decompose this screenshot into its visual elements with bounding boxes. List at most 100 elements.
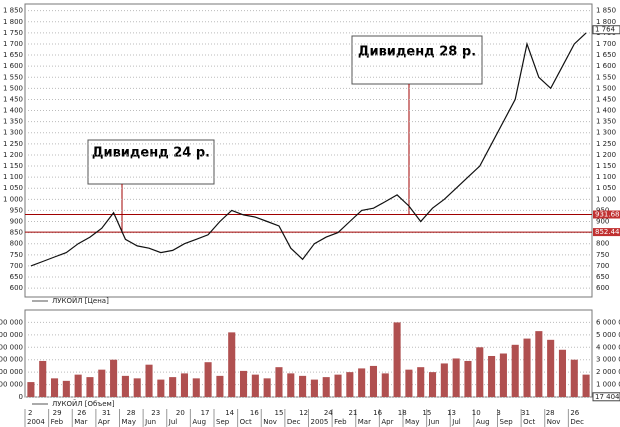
last-value-label: 17 404 xyxy=(595,393,620,401)
y-tick-label: 1 850 xyxy=(596,7,616,15)
y-tick-label: 5 000 000 xyxy=(596,331,620,339)
y-tick-label: 750 xyxy=(596,251,609,259)
y-tick-label: 750 xyxy=(10,251,23,259)
y-tick-label: 1 300 xyxy=(3,129,23,137)
y-tick-label: 1 500 xyxy=(596,84,616,92)
y-tick-label: 3 000 000 xyxy=(0,356,23,364)
y-tick-label: 1 800 xyxy=(3,18,23,26)
y-tick-label: 900 xyxy=(10,218,23,226)
y-tick-label: 1 250 xyxy=(596,140,616,148)
volume-bar xyxy=(346,372,354,397)
x-month-label: Mar xyxy=(358,418,371,426)
volume-bar xyxy=(369,365,378,397)
x-day-label: 26 xyxy=(77,409,86,417)
annotation: Дивиденд 24 р. xyxy=(92,146,210,161)
volume-bar xyxy=(74,374,82,397)
y-tick-label: 700 xyxy=(10,262,23,270)
x-month-label: Apr xyxy=(381,418,393,426)
volume-bar xyxy=(110,359,118,397)
volume-bar xyxy=(547,339,555,397)
volume-bar xyxy=(381,373,389,397)
x-month-label: Mar xyxy=(74,418,87,426)
x-month-label: Sep xyxy=(216,418,230,426)
y-tick-label: 1 000 xyxy=(596,195,616,203)
y-tick-label: 1 700 xyxy=(3,40,23,48)
y-tick-label: 950 xyxy=(596,206,609,214)
annotation: Дивиденд 28 р. xyxy=(358,45,476,60)
volume-bar xyxy=(417,367,425,397)
y-tick-label: 4 000 000 xyxy=(0,343,23,351)
x-day-label: 31 xyxy=(102,409,111,417)
x-day-label: 2 xyxy=(28,409,32,417)
y-tick-label: 5 000 000 xyxy=(0,331,23,339)
y-tick-label: 1 650 xyxy=(3,51,23,59)
y-tick-label: 1 700 xyxy=(596,40,616,48)
volume-bar xyxy=(523,338,531,397)
x-day-label: 29 xyxy=(53,409,62,417)
y-tick-label: 1 100 xyxy=(3,173,23,181)
y-tick-label: 1 600 xyxy=(3,62,23,70)
y-tick-label: 1 400 xyxy=(3,107,23,115)
x-day-label: 14 xyxy=(225,409,234,417)
y-tick-label: 600 xyxy=(10,284,23,292)
volume-bar xyxy=(393,322,401,397)
last-value-label: 1 764 xyxy=(595,26,616,34)
y-tick-label: 650 xyxy=(596,273,609,281)
x-month-label: Jul xyxy=(451,418,461,426)
last-value-box xyxy=(592,25,620,35)
level-label: 931.68 xyxy=(595,210,620,218)
y-tick-label: 1 500 xyxy=(3,84,23,92)
x-day-label: 16 xyxy=(373,409,382,417)
y-tick-label: 1 850 xyxy=(3,7,23,15)
y-tick-label: 1 350 xyxy=(596,118,616,126)
y-tick-label: 1 600 xyxy=(596,62,616,70)
volume-bar xyxy=(180,373,189,397)
y-tick-label: 950 xyxy=(10,206,23,214)
volume-bar xyxy=(440,363,448,397)
y-tick-label: 1 150 xyxy=(596,162,616,170)
volume-panel xyxy=(24,309,593,398)
volume-bar xyxy=(228,332,236,397)
volume-bar xyxy=(239,370,248,397)
annotation-box xyxy=(351,35,483,85)
volume-bar xyxy=(169,377,177,397)
y-tick-label: 650 xyxy=(10,273,23,281)
x-day-label: 31 xyxy=(521,409,530,417)
volume-bar xyxy=(192,378,200,397)
volume-bar xyxy=(358,368,366,397)
y-tick-label: 600 xyxy=(596,284,609,292)
y-tick-label: 1 650 xyxy=(596,51,616,59)
y-tick-label: 1 000 000 xyxy=(596,381,620,389)
x-month-label: Dec xyxy=(287,418,301,426)
x-month-label: 2005 xyxy=(311,418,329,426)
x-month-label: Dec xyxy=(570,418,584,426)
x-month-label: Oct xyxy=(523,418,535,426)
volume-bar xyxy=(50,378,59,397)
volume-bar xyxy=(405,369,413,397)
y-tick-label: 800 xyxy=(10,240,23,248)
volume-bar xyxy=(275,367,283,397)
x-month-label: May xyxy=(122,418,136,426)
x-month-label: Nov xyxy=(547,418,561,426)
volume-bar xyxy=(558,349,567,397)
y-tick-label: 900 xyxy=(596,218,609,226)
volume-bar xyxy=(499,353,507,397)
x-month-label: Aug xyxy=(192,418,206,426)
volume-bar xyxy=(535,331,543,397)
legend-label: ЛУКОЙЛ [Объем] xyxy=(52,399,115,408)
volume-bar xyxy=(322,377,330,397)
y-tick-label: 1 400 xyxy=(596,107,616,115)
y-tick-label: 3 000 000 xyxy=(596,356,620,364)
volume-bar xyxy=(452,358,460,397)
y-tick-label: 1 000 000 xyxy=(0,381,23,389)
level-box xyxy=(593,228,620,237)
x-day-label: 28 xyxy=(127,409,136,417)
y-tick-label: 850 xyxy=(10,229,23,237)
x-month-label: Jun xyxy=(428,418,440,426)
y-tick-label: 1 200 xyxy=(596,151,616,159)
volume-bar xyxy=(216,375,224,397)
x-month-label: Feb xyxy=(334,418,347,426)
x-month-label: Oct xyxy=(240,418,252,426)
price-panel xyxy=(24,3,593,298)
volume-bar xyxy=(263,378,271,397)
